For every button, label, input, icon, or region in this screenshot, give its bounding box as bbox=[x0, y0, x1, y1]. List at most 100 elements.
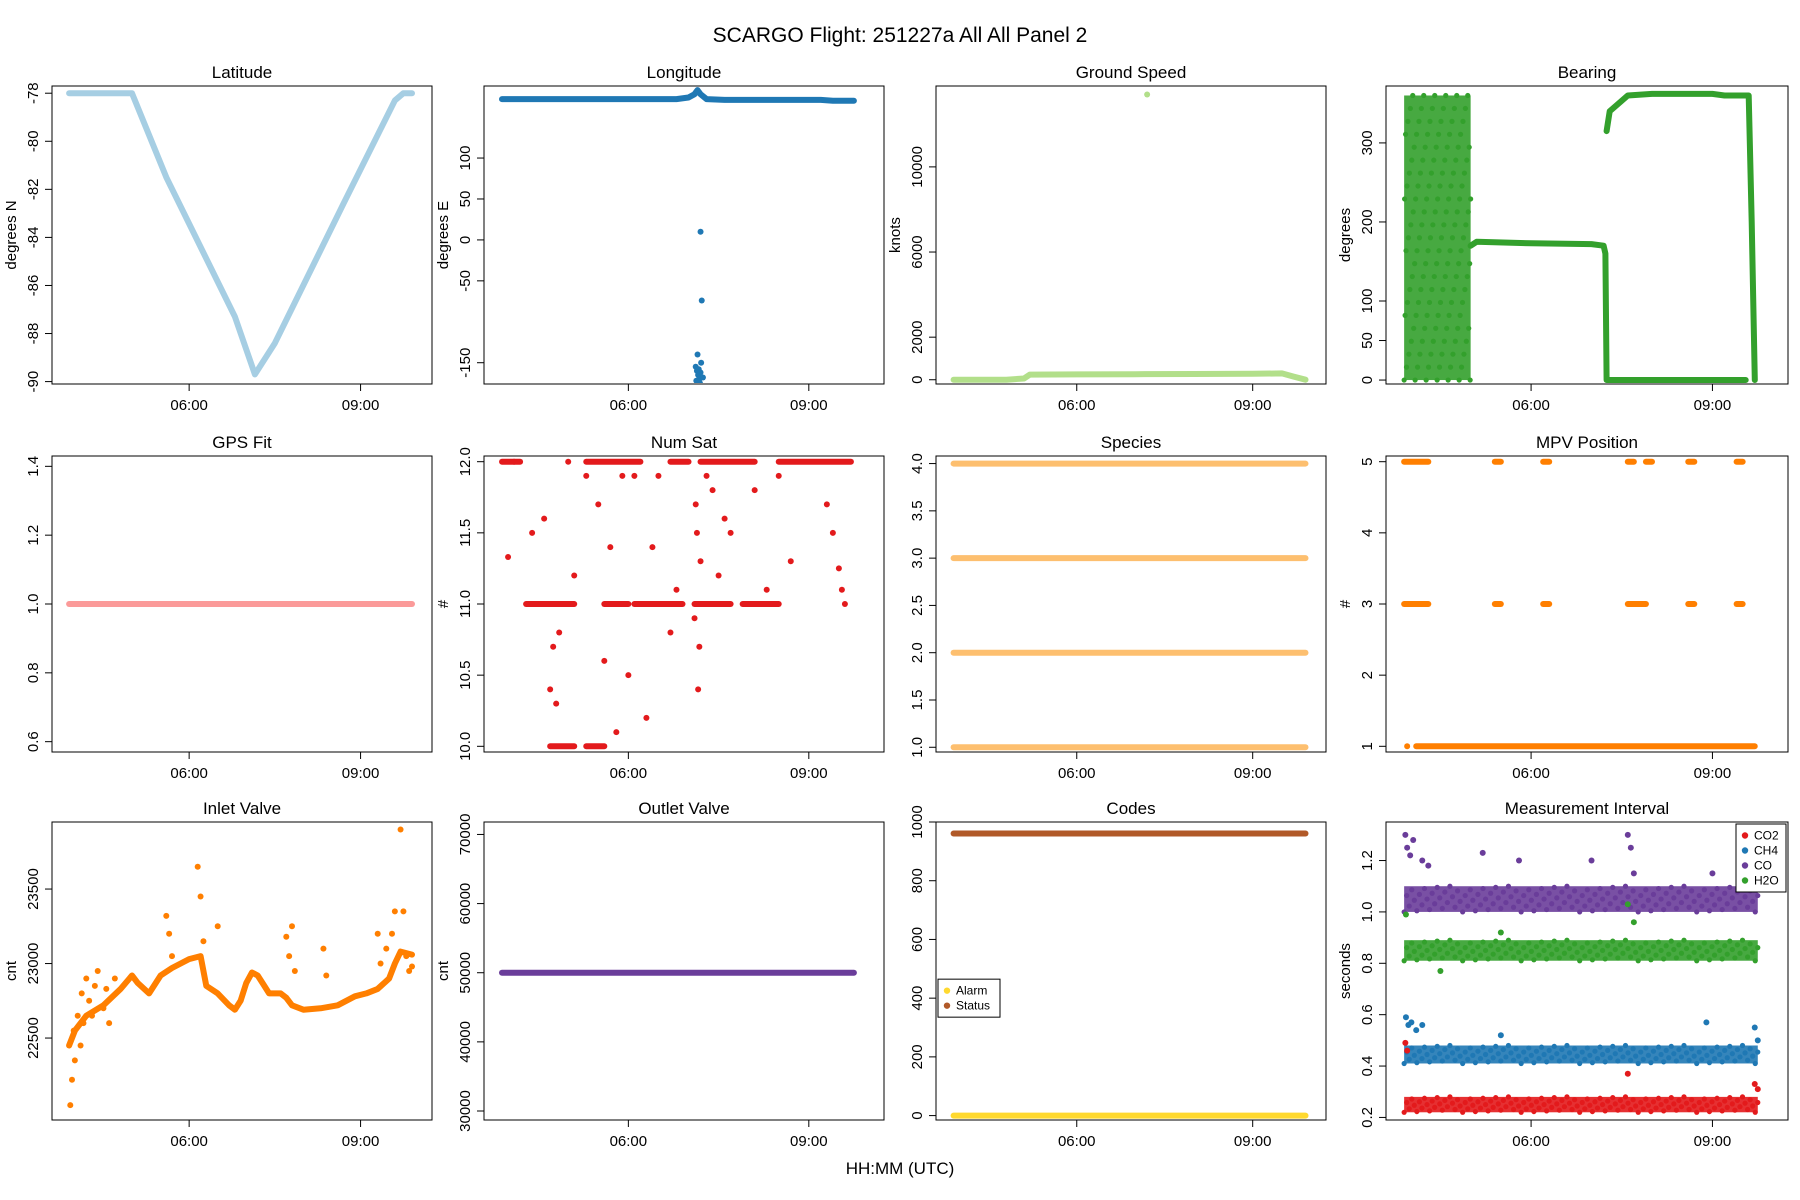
series-co-point bbox=[1622, 883, 1629, 889]
series-h2o-outliers-point bbox=[1437, 968, 1444, 974]
series-num-sat-sparse-point bbox=[692, 501, 699, 508]
series-co-point bbox=[1462, 892, 1468, 899]
plot-frame bbox=[483, 821, 885, 1121]
series-bearing-scatter-band-point bbox=[1413, 131, 1420, 137]
series-bearing-scatter-band-point bbox=[1410, 209, 1416, 215]
series-bearing-scatter-band-point bbox=[1461, 170, 1468, 176]
series-bearing-scatter-band-point bbox=[1450, 351, 1456, 357]
series-co2-point bbox=[1485, 1108, 1491, 1114]
series-num-sat-sparse-point bbox=[613, 729, 620, 736]
series-co2-point bbox=[1671, 1101, 1677, 1107]
series-bearing-scatter-band-point bbox=[1437, 299, 1444, 306]
series-bearing-scatter-band-point bbox=[1432, 209, 1438, 215]
x-tick-label: 06:00 bbox=[1058, 1133, 1096, 1150]
legend-label-alarm: Alarm bbox=[956, 984, 987, 998]
series-ch4-point bbox=[1432, 1055, 1438, 1061]
series-co2-point bbox=[1409, 1096, 1415, 1102]
series-h2o-point bbox=[1579, 945, 1585, 951]
series-inlet-valve-sparse-point bbox=[100, 1005, 107, 1012]
series-co-point bbox=[1437, 895, 1443, 901]
series-co-point bbox=[1742, 894, 1748, 900]
series-num-sat-sparse-point bbox=[541, 515, 548, 522]
series-bearing-scatter-band-point bbox=[1460, 118, 1466, 124]
series-h2o-point bbox=[1559, 942, 1565, 948]
series-h2o-outliers-point bbox=[1497, 929, 1504, 936]
series-inlet-valve-sparse-point bbox=[94, 968, 101, 974]
series-bearing-scatter-band-point bbox=[1458, 248, 1464, 254]
series-co2-point bbox=[1452, 1106, 1458, 1113]
series-bearing-scatter-band-point bbox=[1454, 209, 1460, 215]
y-axis-label: cnt bbox=[3, 960, 20, 981]
series-h2o-point bbox=[1737, 950, 1743, 956]
series-co-point bbox=[1513, 888, 1519, 894]
series-co-outliers-point bbox=[1425, 862, 1432, 869]
series-h2o-point bbox=[1610, 938, 1616, 944]
series-co2-point bbox=[1559, 1097, 1565, 1103]
series-h2o-point bbox=[1584, 940, 1590, 946]
legend-box bbox=[937, 978, 1001, 1018]
series-co-point bbox=[1605, 890, 1611, 896]
series-co2-point bbox=[1615, 1107, 1621, 1113]
series-h2o-point bbox=[1505, 937, 1512, 943]
series-ch4-point bbox=[1638, 1049, 1644, 1055]
series-ch4-point bbox=[1490, 1055, 1496, 1061]
series-co-point bbox=[1683, 894, 1690, 900]
series-co2-point bbox=[1498, 1107, 1504, 1113]
series-bearing-scatter-band-point bbox=[1415, 299, 1422, 306]
series-num-sat-sparse-point bbox=[667, 629, 674, 636]
series-bearing-scatter-band-point bbox=[1443, 209, 1449, 215]
series-h2o-point bbox=[1516, 949, 1522, 955]
series-bearing-scatter-band-point bbox=[1463, 222, 1469, 228]
series-bearing-scatter-band-point bbox=[1425, 364, 1432, 370]
series-inlet-valve-sparse-point bbox=[289, 923, 295, 930]
series-h2o-point bbox=[1477, 952, 1484, 958]
series-co2-point bbox=[1411, 1102, 1417, 1108]
series-co2-point bbox=[1577, 1109, 1583, 1115]
series-longitude-line bbox=[499, 87, 857, 104]
series-co-point bbox=[1424, 896, 1430, 902]
series-h2o-point bbox=[1666, 951, 1672, 957]
series-co2-point bbox=[1424, 1101, 1430, 1108]
series-co-point bbox=[1544, 906, 1550, 913]
series-co2-point bbox=[1704, 1102, 1710, 1108]
series-ch4-point bbox=[1544, 1059, 1550, 1065]
series-co-point bbox=[1607, 901, 1613, 907]
series-co-point bbox=[1612, 895, 1618, 901]
panel-title: MPV Position bbox=[1536, 433, 1638, 452]
series-co2-point bbox=[1627, 1106, 1634, 1113]
series-co2-point bbox=[1689, 1097, 1695, 1103]
series-inlet-valve-sparse-point bbox=[166, 930, 173, 937]
series-co2-point bbox=[1722, 1098, 1728, 1104]
y-tick-label: 1.0 bbox=[25, 594, 42, 615]
x-tick-label: 06:00 bbox=[170, 765, 208, 782]
series-h2o-point bbox=[1447, 937, 1453, 943]
y-tick-label: 23000 bbox=[25, 943, 42, 985]
series-ch4-outliers-point bbox=[1419, 1021, 1426, 1028]
series-h2o-point bbox=[1495, 946, 1501, 953]
series-ch4-point bbox=[1518, 1060, 1524, 1067]
series-h2o-point bbox=[1556, 955, 1562, 961]
series-h2o-point bbox=[1460, 958, 1466, 964]
series-bearing-scatter-band-point bbox=[1460, 235, 1467, 241]
series-co-point bbox=[1666, 901, 1672, 907]
series-co2-point bbox=[1696, 1099, 1702, 1106]
series-ch4-point bbox=[1584, 1045, 1590, 1051]
series-ch4-point bbox=[1615, 1058, 1621, 1064]
series-co-point bbox=[1528, 897, 1534, 903]
series-co-point bbox=[1579, 892, 1585, 899]
series-num-sat-sparse-point bbox=[763, 586, 770, 593]
y-tick-label: 3.5 bbox=[909, 500, 926, 521]
series-co-point bbox=[1709, 891, 1715, 897]
series-inlet-valve-sparse-point bbox=[397, 826, 404, 833]
series-ch4-point bbox=[1561, 1054, 1568, 1060]
series-ch4-point bbox=[1574, 1053, 1580, 1059]
y-axis-label: degrees N bbox=[3, 200, 20, 269]
series-ch4-point bbox=[1429, 1047, 1435, 1054]
series-co2-point bbox=[1635, 1109, 1641, 1115]
series-ch4-point bbox=[1465, 1056, 1471, 1062]
series-co-outliers-point bbox=[1402, 831, 1409, 838]
y-tick-label: 0.8 bbox=[25, 662, 42, 683]
series-ch4-point bbox=[1569, 1057, 1575, 1063]
series-h2o-point bbox=[1612, 946, 1618, 953]
